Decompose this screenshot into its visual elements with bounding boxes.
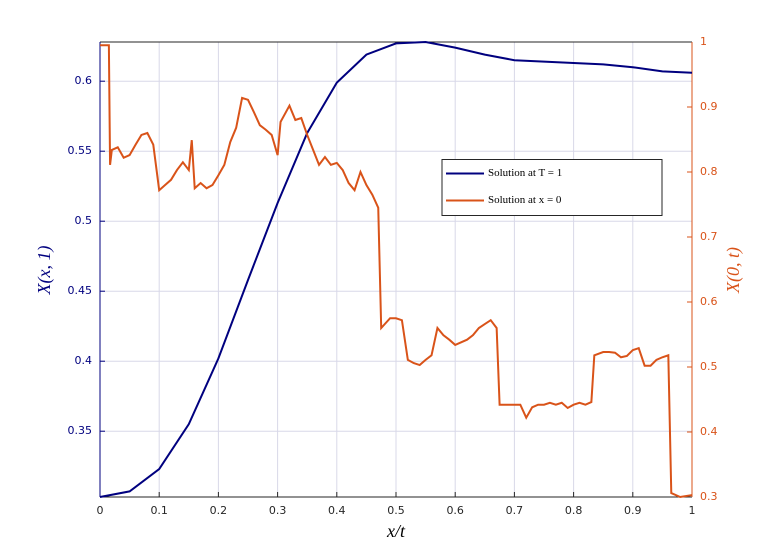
x-tick-label: 0.5 [387, 504, 405, 517]
x-tick-label: 0.9 [624, 504, 642, 517]
line [99, 40, 693, 498]
y2-tick-label: 0.3 [700, 490, 718, 503]
y2-tick-label: 0.8 [700, 165, 718, 178]
y2-tick-label: 1 [700, 35, 707, 48]
y2-tick-label: 0.6 [700, 295, 718, 308]
y2-tick-label: 0.7 [700, 230, 718, 243]
y2-tick-label: 0.9 [700, 100, 718, 113]
y-tick-label: 0.45 [68, 284, 93, 297]
y-tick-label: 0.5 [75, 214, 93, 227]
y2-tick-label: 0.5 [700, 360, 718, 373]
legend-label: Solution at x = 0 [488, 194, 562, 206]
x-tick-label: 0.6 [446, 504, 464, 517]
y-tick-label: 0.35 [68, 424, 93, 437]
y-tick-label: 0.55 [68, 144, 93, 157]
x-tick-label: 1 [689, 504, 696, 517]
y-tick-label: 0.4 [75, 354, 93, 367]
x-tick-label: 0.3 [269, 504, 287, 517]
line [100, 44, 693, 499]
x-tick-label: 0 [97, 504, 104, 517]
y2-tick-label: 0.4 [700, 425, 718, 438]
x-tick-label: 0.8 [565, 504, 583, 517]
legend-box [441, 159, 663, 216]
x-tick-label: 0.7 [506, 504, 524, 517]
x-tick-label: 0.4 [328, 504, 346, 517]
y-axis-label: X(x, 1) [34, 246, 55, 296]
y2-axis-label: X(0, t) [723, 247, 744, 294]
x-tick-label: 0.2 [210, 504, 228, 517]
y-tick-label: 0.6 [75, 74, 93, 87]
legend-label: Solution at T = 1 [488, 167, 562, 179]
x-tick-label: 0.1 [150, 504, 168, 517]
x-axis-label: x/t [386, 521, 406, 541]
